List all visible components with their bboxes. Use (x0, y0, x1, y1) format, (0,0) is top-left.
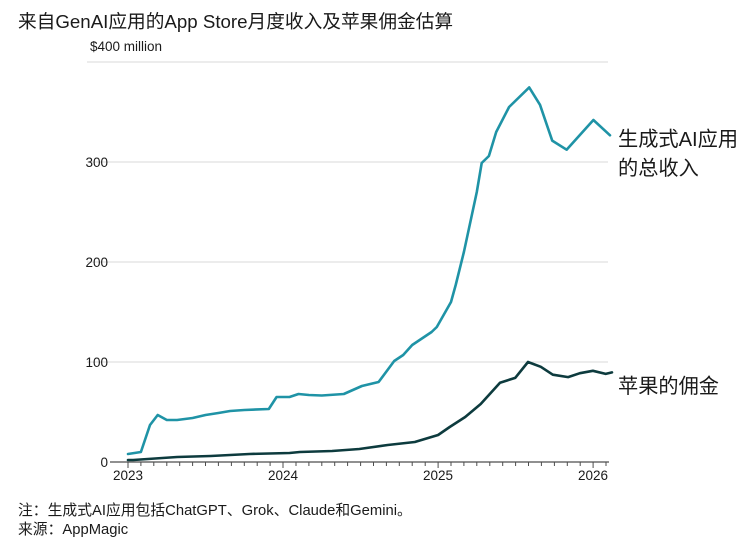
svg-text:生成式AI应用: 生成式AI应用 (618, 128, 738, 151)
svg-text:苹果的佣金: 苹果的佣金 (618, 375, 719, 398)
svg-text:$400 million: $400 million (90, 39, 162, 54)
svg-text:2026: 2026 (578, 468, 608, 483)
svg-text:0: 0 (100, 455, 108, 470)
svg-text:的总收入: 的总收入 (618, 157, 699, 180)
svg-text:100: 100 (85, 355, 108, 370)
svg-text:2024: 2024 (268, 468, 299, 483)
svg-text:2023: 2023 (113, 468, 143, 483)
svg-text:2025: 2025 (423, 468, 453, 483)
svg-text:200: 200 (85, 255, 108, 270)
svg-text:300: 300 (85, 155, 108, 170)
